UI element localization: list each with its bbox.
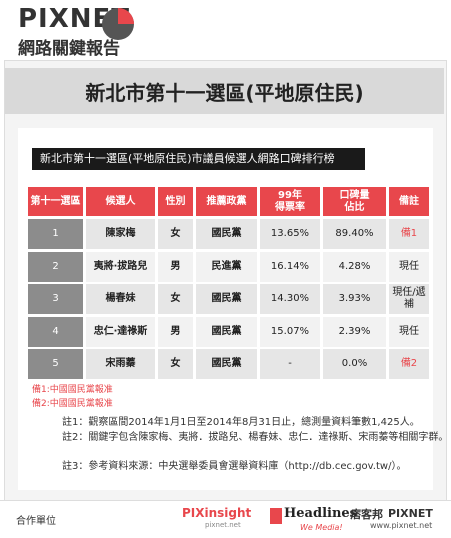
table-cell: 忠仁‧達祿斯 xyxy=(86,316,155,347)
table-caption: 新北市第十一選區(平地原住民)市議員候選人網路口碑排行榜 xyxy=(32,148,365,170)
note: 註1：觀察區間2014年1月1日至2014年8月31日止，總測量資料筆數1,42… xyxy=(62,417,420,428)
column-header: 備註 xyxy=(389,187,429,216)
table-cell: 國民黨 xyxy=(196,316,257,347)
table-cell: 陳家梅 xyxy=(86,219,155,249)
partner-logo: www.pixnet.net xyxy=(370,521,433,530)
legend-item: 備1:中國國民黨報准 xyxy=(32,385,113,395)
table-cell: 備2 xyxy=(389,349,429,379)
table-cell: 3.93% xyxy=(323,284,386,314)
table-cell: 男 xyxy=(158,316,193,347)
table-cell: 1 xyxy=(28,219,83,249)
column-header: 第十一選區 xyxy=(28,187,83,216)
partner-icon xyxy=(270,508,282,524)
partner-logo: Headlines xyxy=(284,506,357,521)
column-header: 推薦政黨 xyxy=(196,187,257,216)
table-cell: 2 xyxy=(28,251,83,282)
header-text: 佔比 xyxy=(344,201,365,213)
table-cell: - xyxy=(260,349,320,379)
table-cell: 16.14% xyxy=(260,251,320,282)
partner-logo: PIXinsight xyxy=(182,506,252,520)
table-cell: 5 xyxy=(28,349,83,379)
table-cell: 現任/遞補 xyxy=(389,284,429,314)
table-cell: 女 xyxy=(158,219,193,249)
column-header: 候選人 xyxy=(86,187,155,216)
table-cell: 2.39% xyxy=(323,316,386,347)
table-cell: 13.65% xyxy=(260,219,320,249)
table-cell: 楊春妹 xyxy=(86,284,155,314)
partner-logo: pixnet.net xyxy=(205,521,241,529)
header-text: 99年 xyxy=(278,189,302,201)
logo-icon xyxy=(102,8,134,40)
column-header: 口碑量 佔比 xyxy=(323,187,386,216)
column-header: 性別 xyxy=(158,187,193,216)
table-cell: 宋雨蓁 xyxy=(86,349,155,379)
header-text: 性別 xyxy=(165,195,186,207)
table-cell: 國民黨 xyxy=(196,284,257,314)
footer xyxy=(0,500,451,538)
header-text: 第十一選區 xyxy=(30,195,81,207)
note: 註3：參考資料來源：中央選舉委員會選舉資料庫（http://db.cec.gov… xyxy=(62,461,407,472)
table-cell: 女 xyxy=(158,349,193,379)
partner-logo: PIXNET xyxy=(388,507,433,520)
footer-label: 合作單位 xyxy=(16,516,56,527)
header-text: 候選人 xyxy=(105,195,136,207)
table-cell: 3 xyxy=(28,284,83,314)
title: 新北市第十一選區(平地原住民) xyxy=(5,68,444,114)
table-cell: 夷將‧拔路兒 xyxy=(86,251,155,282)
table-cell: 現任 xyxy=(389,251,429,282)
table-cell: 14.30% xyxy=(260,284,320,314)
partner-logo: We Media! xyxy=(300,523,343,532)
legend-item: 備2:中國國民黨報准 xyxy=(32,399,113,409)
note: 註2：關鍵字包含陳家梅、夷將．拔路兒、楊春妹、忠仁．達祿斯、宋雨蓁等相關字群。 xyxy=(62,432,449,443)
partner-logo: 痞客邦 xyxy=(350,508,383,521)
table-cell: 4.28% xyxy=(323,251,386,282)
table-cell: 男 xyxy=(158,251,193,282)
header-text: 得票率 xyxy=(275,201,305,213)
header-text: 推薦政黨 xyxy=(206,195,247,207)
brand-subtitle: 網路關鍵報告 xyxy=(18,39,120,59)
table-cell: 國民黨 xyxy=(196,349,257,379)
table-cell: 國民黨 xyxy=(196,219,257,249)
table-cell: 0.0% xyxy=(323,349,386,379)
column-header: 99年 得票率 xyxy=(260,187,320,216)
table-cell: 現任 xyxy=(389,316,429,347)
table-cell: 4 xyxy=(28,316,83,347)
header-text: 備註 xyxy=(399,195,419,207)
table-cell: 女 xyxy=(158,284,193,314)
table-cell: 15.07% xyxy=(260,316,320,347)
table-cell: 民進黨 xyxy=(196,251,257,282)
table-cell: 備1 xyxy=(389,219,429,249)
table-cell: 89.40% xyxy=(323,219,386,249)
header-text: 口碑量 xyxy=(339,189,370,201)
